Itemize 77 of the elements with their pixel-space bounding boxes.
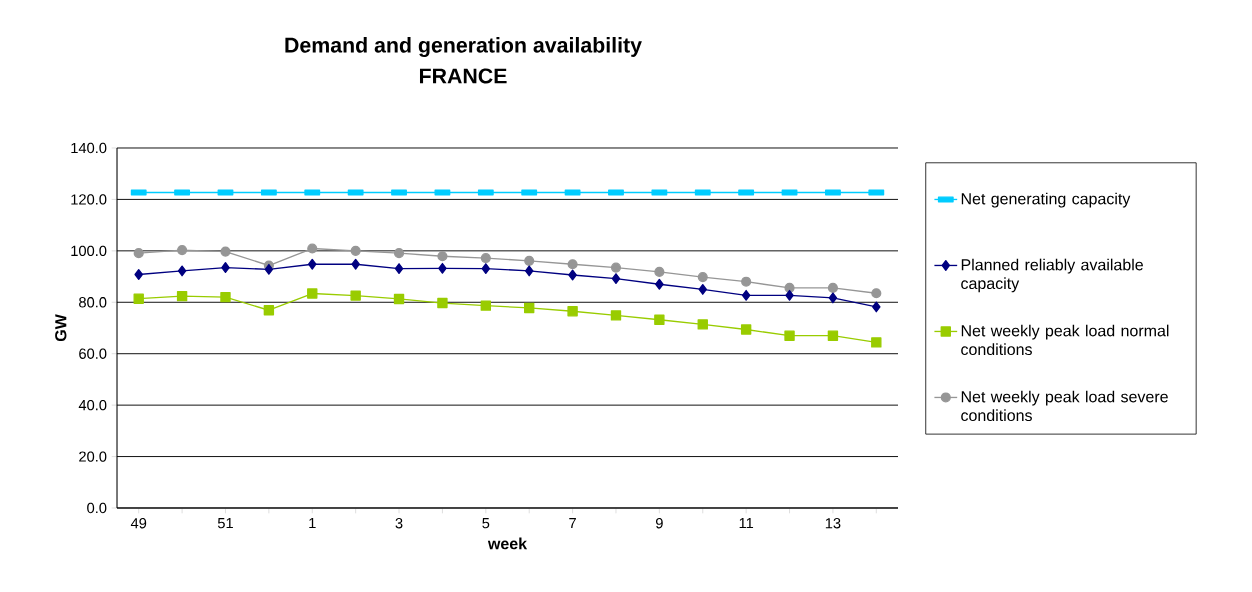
- point: [437, 251, 448, 262]
- point: [611, 273, 621, 285]
- point: [698, 283, 708, 295]
- y-tick-label: 100.0: [71, 245, 107, 257]
- point: [307, 243, 318, 254]
- point: [481, 263, 491, 275]
- point: [177, 265, 187, 277]
- point: [567, 306, 578, 317]
- point: [176, 290, 188, 302]
- y-tick-label: 120.0: [71, 194, 107, 205]
- point: [785, 289, 794, 301]
- point: [697, 272, 708, 283]
- y-tick-label: 60.0: [79, 348, 107, 359]
- point: [307, 288, 318, 299]
- point: [307, 258, 317, 270]
- point: [263, 305, 275, 316]
- point: [221, 262, 230, 274]
- x-tick-label: 9: [655, 518, 663, 529]
- y-tick-label: 140.0: [71, 142, 107, 154]
- point: [610, 262, 622, 273]
- point: [394, 263, 404, 275]
- point: [524, 255, 535, 266]
- point: [567, 259, 578, 270]
- point: [351, 258, 360, 270]
- point: [828, 292, 838, 304]
- x-tick-label: 1: [309, 518, 316, 529]
- y-tick-label: 40.0: [78, 399, 107, 411]
- x-tick-label: 51: [217, 518, 233, 529]
- legend-label: Net weekly peak load severe conditions: [961, 390, 1168, 422]
- point: [654, 314, 665, 325]
- point: [871, 337, 882, 348]
- point: [741, 276, 752, 287]
- y-axis-title: GW: [55, 314, 67, 342]
- point: [264, 263, 274, 275]
- point: [871, 288, 882, 299]
- y-tick-label: 0.0: [87, 502, 107, 514]
- point: [134, 269, 143, 280]
- y-tick-label: 20.0: [79, 451, 107, 462]
- x-tick-label: 49: [130, 518, 147, 529]
- point: [480, 252, 491, 264]
- legend-label: Net generating capacity: [961, 192, 1131, 208]
- x-tick-label: 11: [739, 518, 754, 529]
- point: [568, 269, 577, 281]
- point: [784, 330, 795, 341]
- point: [133, 293, 144, 304]
- x-axis-title: week: [487, 537, 528, 550]
- point: [827, 282, 838, 293]
- point: [393, 293, 405, 305]
- point: [350, 290, 361, 301]
- point: [872, 301, 881, 313]
- x-tick-label: 3: [395, 518, 403, 529]
- point: [350, 245, 361, 256]
- point: [740, 324, 752, 335]
- point: [524, 265, 534, 277]
- point: [437, 297, 448, 309]
- legend-label: Net weekly peak load normal conditions: [961, 324, 1169, 356]
- point: [220, 246, 231, 257]
- point: [655, 278, 664, 290]
- point: [393, 248, 405, 259]
- x-tick-label: 5: [482, 518, 490, 529]
- point: [133, 248, 144, 259]
- chart-title: Demand and generation availability: [285, 37, 642, 57]
- x-tick-label: 13: [825, 518, 841, 529]
- point: [827, 330, 839, 341]
- point: [697, 319, 708, 330]
- point: [480, 300, 492, 311]
- chart-subtitle: FRANCE: [419, 68, 507, 84]
- point: [438, 262, 447, 274]
- y-tick-label: 80.0: [79, 297, 107, 308]
- point: [220, 291, 231, 303]
- point: [524, 302, 535, 314]
- point: [654, 266, 665, 277]
- point: [177, 245, 188, 256]
- legend-label: Planned reliably available capacity: [961, 258, 1143, 293]
- point: [610, 310, 622, 321]
- x-tick-label: 7: [569, 518, 576, 529]
- point: [741, 289, 751, 301]
